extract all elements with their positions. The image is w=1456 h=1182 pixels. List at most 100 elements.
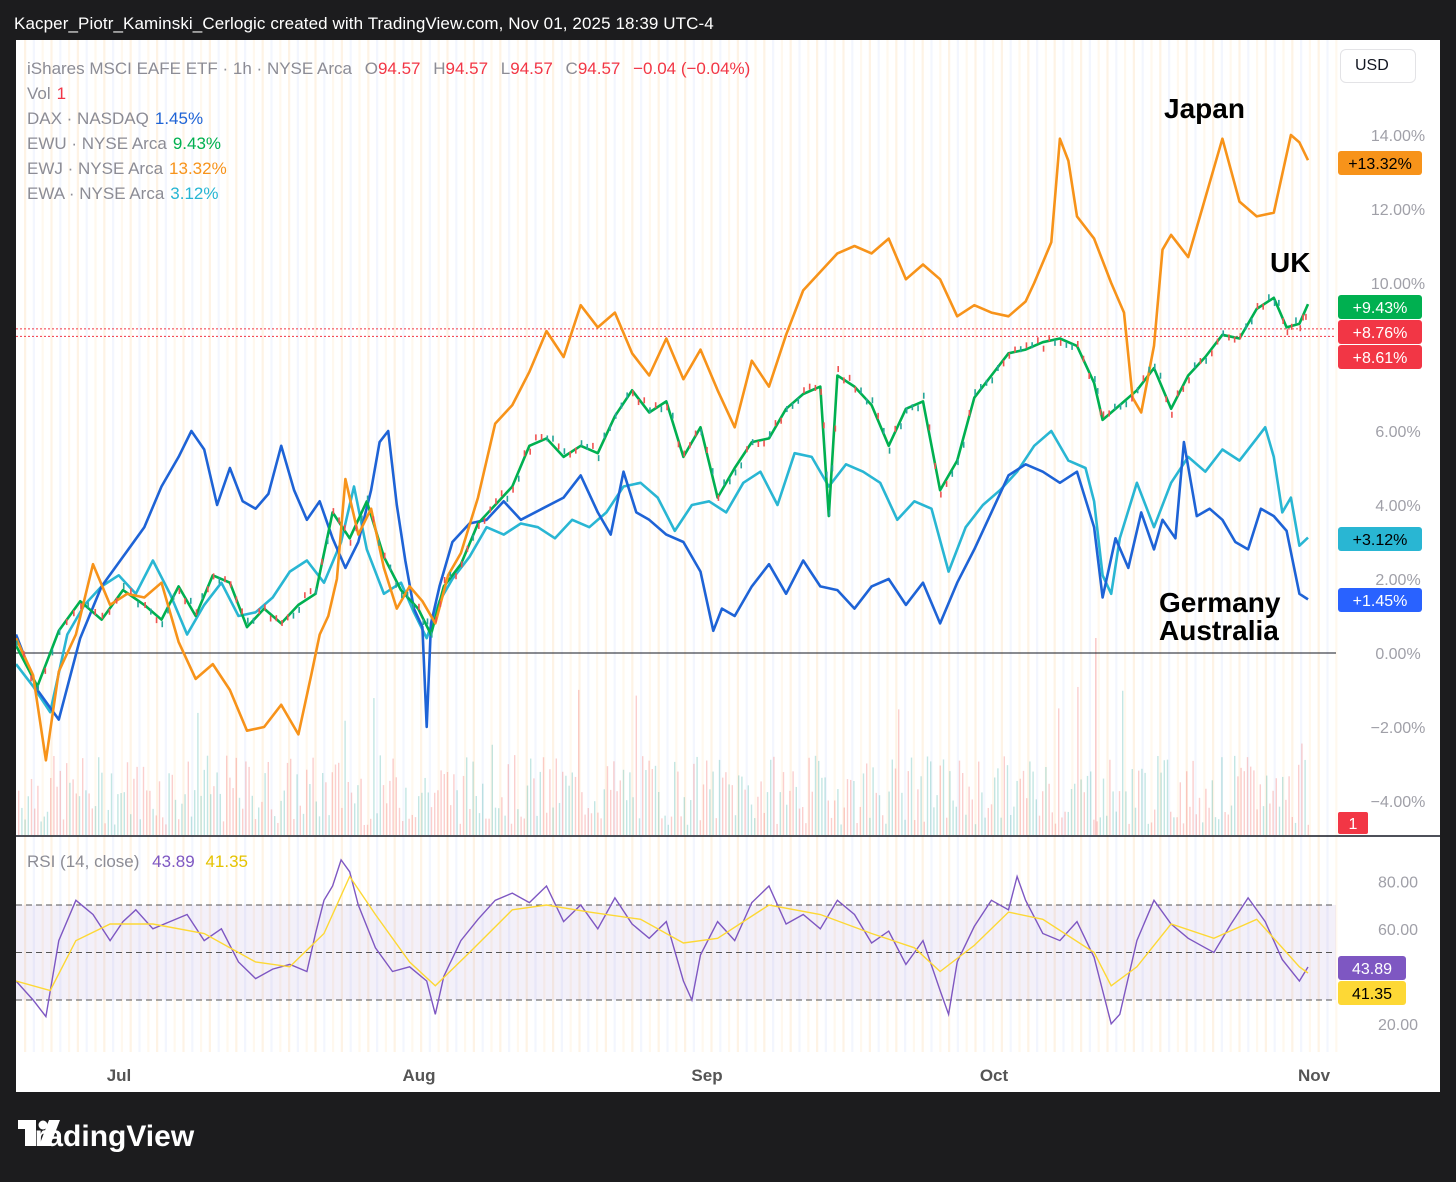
volume-bar bbox=[600, 818, 602, 835]
volume-bar bbox=[866, 763, 868, 835]
volume-bar bbox=[1128, 823, 1130, 835]
session-stripe bbox=[208, 40, 211, 1052]
volume-bar bbox=[1099, 817, 1101, 835]
main-candle bbox=[321, 558, 323, 565]
main-candle bbox=[1071, 343, 1073, 350]
volume-bar bbox=[475, 796, 477, 835]
legend: iShares MSCI EAFE ETF · 1h · NYSE Arca O… bbox=[27, 56, 750, 206]
volume-bar bbox=[299, 805, 301, 835]
legend-main: iShares MSCI EAFE ETF · 1h · NYSE Arca O… bbox=[27, 56, 750, 81]
main-candle bbox=[569, 451, 571, 458]
session-stripe bbox=[833, 40, 836, 1052]
chart-svg[interactable]: 14.00%12.00%10.00%8.00%6.00%4.00%2.00%0.… bbox=[16, 40, 1440, 1092]
session-stripe bbox=[252, 40, 255, 1052]
volume-bar bbox=[725, 772, 727, 835]
session-stripe bbox=[543, 40, 546, 1052]
session-stripe bbox=[1168, 40, 1171, 1052]
main-candle bbox=[643, 397, 646, 404]
volume-bar bbox=[50, 777, 52, 835]
volume-bar bbox=[837, 789, 839, 835]
volume-bar bbox=[408, 818, 410, 835]
main-candle bbox=[985, 379, 988, 386]
session-stripe bbox=[156, 40, 159, 1052]
session-stripe bbox=[340, 40, 343, 1052]
volume-bar bbox=[1307, 824, 1309, 835]
volume-bar bbox=[702, 784, 705, 835]
main-candle bbox=[275, 615, 278, 622]
session-stripe bbox=[1027, 40, 1030, 1052]
volume-bar bbox=[1102, 778, 1105, 835]
volume-bar bbox=[98, 757, 100, 835]
main-candle bbox=[435, 616, 437, 623]
main-candle bbox=[258, 608, 261, 615]
main-candle bbox=[1119, 403, 1122, 410]
volume-bar bbox=[888, 791, 890, 835]
currency-button[interactable]: USD bbox=[1340, 49, 1416, 83]
session-stripe bbox=[1036, 40, 1039, 1052]
volume-bar bbox=[498, 808, 500, 835]
main-symbol: iShares MSCI EAFE ETF · 1h · NYSE Arca bbox=[27, 59, 352, 78]
volume-bar bbox=[1035, 799, 1037, 835]
volume-bar bbox=[229, 777, 231, 835]
rsi-ma-line bbox=[16, 875, 1309, 992]
volume-bar bbox=[990, 804, 993, 835]
volume-bar bbox=[997, 768, 999, 835]
volume-bar bbox=[459, 823, 461, 835]
volume-bar bbox=[936, 795, 938, 835]
main-candle bbox=[80, 603, 82, 610]
main-candle bbox=[517, 475, 520, 482]
session-stripe bbox=[200, 40, 203, 1052]
volume-bar bbox=[171, 774, 173, 835]
session-stripe bbox=[68, 40, 71, 1052]
volume-bar bbox=[318, 816, 321, 835]
volume-bar bbox=[133, 778, 135, 835]
main-candle bbox=[269, 615, 272, 622]
volume-bar bbox=[517, 809, 519, 835]
session-stripe bbox=[376, 40, 379, 1052]
volume-bar bbox=[1042, 791, 1044, 835]
main-candle bbox=[865, 398, 868, 405]
main-candle bbox=[671, 412, 674, 419]
session-stripe bbox=[1317, 40, 1320, 1052]
volume-bar bbox=[1262, 806, 1265, 835]
main-candle bbox=[1211, 350, 1213, 357]
volume-bar bbox=[526, 785, 529, 835]
main-candle bbox=[281, 620, 283, 627]
volume-bar bbox=[680, 816, 682, 835]
main-candle bbox=[1082, 355, 1085, 362]
session-stripe bbox=[1176, 40, 1179, 1052]
volume-bar bbox=[786, 804, 788, 835]
volume-bar bbox=[1122, 690, 1124, 835]
volume-bar bbox=[533, 778, 535, 835]
main-candle bbox=[430, 631, 433, 638]
volume-bar bbox=[962, 773, 964, 835]
volume-bar bbox=[418, 796, 420, 835]
volume-bar bbox=[232, 788, 234, 835]
volume-bar bbox=[216, 772, 218, 835]
main-candle bbox=[974, 389, 976, 396]
main-candle bbox=[1268, 294, 1270, 301]
volume-bar bbox=[270, 809, 273, 835]
session-stripe bbox=[842, 40, 845, 1052]
chart-panel[interactable]: 14.00%12.00%10.00%8.00%6.00%4.00%2.00%0.… bbox=[16, 40, 1440, 1092]
main-candle bbox=[723, 479, 725, 486]
volume-bar bbox=[1157, 756, 1159, 835]
volume-bar bbox=[766, 792, 769, 835]
main-candle bbox=[1099, 409, 1102, 416]
volume-bar bbox=[738, 775, 740, 835]
volume-bar bbox=[56, 786, 58, 835]
session-stripe bbox=[50, 40, 53, 1052]
volume-bar bbox=[1026, 798, 1028, 835]
volume-bar bbox=[834, 800, 836, 835]
session-stripe bbox=[94, 40, 97, 1052]
volume-bar bbox=[910, 757, 913, 835]
volume-bar bbox=[706, 760, 708, 835]
main-candle bbox=[383, 552, 386, 559]
volume-bar bbox=[914, 820, 916, 835]
volume-bar bbox=[690, 800, 692, 835]
volume-bar bbox=[1243, 771, 1245, 835]
main-candle bbox=[786, 406, 788, 413]
session-stripe bbox=[701, 40, 704, 1052]
x-tick-label: Aug bbox=[402, 1066, 435, 1085]
main-candle bbox=[189, 597, 192, 604]
